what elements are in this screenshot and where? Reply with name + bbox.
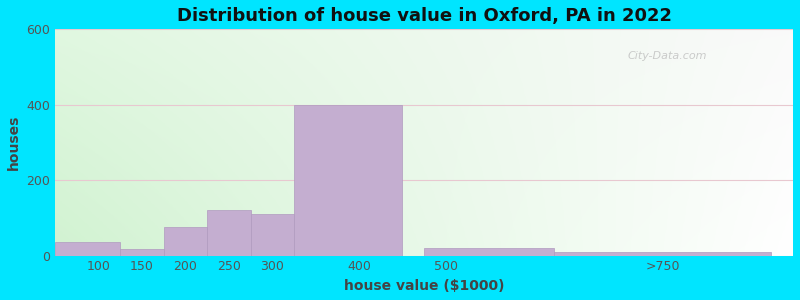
Text: City-Data.com: City-Data.com: [628, 51, 707, 62]
Bar: [120, 249, 164, 256]
Title: Distribution of house value in Oxford, PA in 2022: Distribution of house value in Oxford, P…: [177, 7, 672, 25]
Y-axis label: houses: houses: [7, 115, 21, 170]
Bar: [250, 214, 294, 256]
Bar: [164, 227, 207, 256]
Bar: [424, 248, 554, 256]
X-axis label: house value ($1000): house value ($1000): [344, 279, 504, 293]
Bar: [207, 210, 250, 256]
Bar: [294, 105, 402, 256]
Bar: [55, 242, 120, 256]
Bar: [554, 252, 771, 256]
